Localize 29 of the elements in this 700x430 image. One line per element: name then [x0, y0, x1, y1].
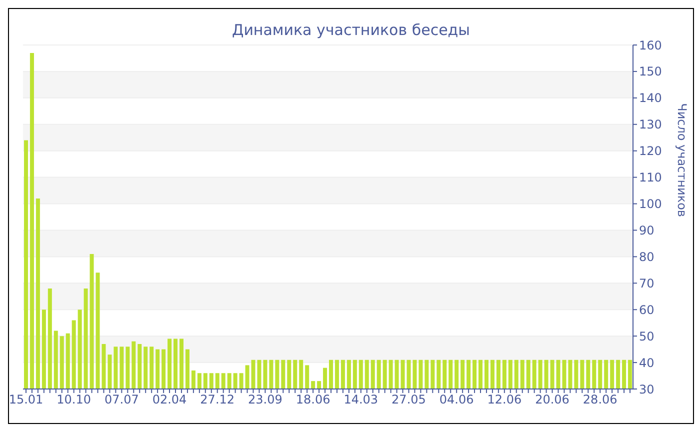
x-tick-label: 10.10 [56, 392, 92, 407]
y-tick-label: 80 [639, 250, 654, 264]
x-tick-label: 02.04 [152, 392, 187, 407]
x-tick-label: 23.09 [248, 392, 282, 407]
y-tick-label: 130 [639, 118, 662, 132]
y-tick-label: 90 [639, 223, 654, 238]
y-tick-label: 60 [639, 302, 654, 317]
y-tick-label: 100 [639, 197, 662, 212]
y-tick-label: 140 [639, 91, 662, 106]
y-tick-label: 30 [639, 382, 654, 396]
y-tick-label: 110 [639, 170, 662, 185]
chart-title: Динамика участников беседы [230, 21, 472, 39]
y-tick-label: 50 [639, 329, 654, 344]
x-tick-label: 28.06 [582, 392, 618, 407]
x-tick-label: 15.01 [8, 392, 44, 407]
x-tick-label: 04.06 [439, 392, 474, 407]
x-tick-label: 27.05 [392, 392, 426, 407]
y-axis-title: Число участников [674, 103, 689, 217]
y-tick-label: 150 [639, 64, 662, 79]
x-tick-label: 20.06 [535, 392, 570, 407]
x-tick-label: 12.06 [487, 392, 522, 407]
y-tick-label: 160 [639, 38, 662, 52]
x-tick-label: 18.06 [296, 392, 330, 407]
y-tick-label: 120 [639, 144, 662, 158]
x-tick-label: 27.12 [200, 392, 235, 407]
y-tick-label: 40 [639, 356, 654, 370]
x-tick-label: 14.03 [344, 392, 378, 407]
y-tick-label: 70 [639, 276, 654, 290]
x-tick-label: 07.07 [104, 392, 139, 407]
